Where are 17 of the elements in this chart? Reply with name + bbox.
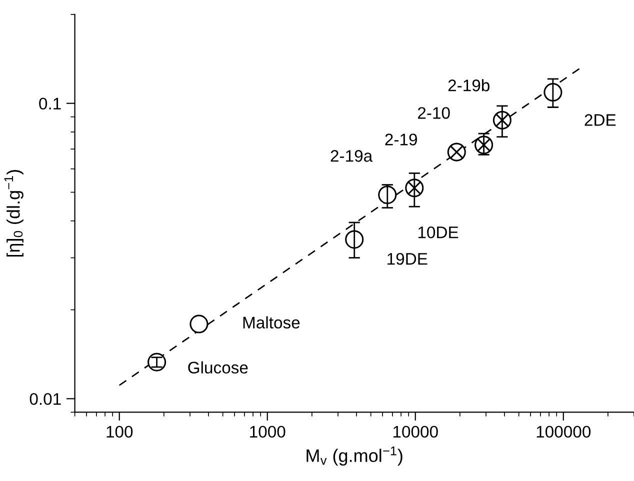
annotation: Maltose <box>243 316 300 328</box>
x-tick-label: 100 <box>106 426 133 438</box>
annotation: 10DE <box>418 226 458 238</box>
annotation: 19DE <box>388 252 428 265</box>
x-tick-label: 1000 <box>250 426 286 438</box>
x-tick-label: 100000 <box>536 426 591 438</box>
y-tick-label: 0.01 <box>30 393 61 405</box>
x-tick-label: 10000 <box>393 426 438 438</box>
y-axis-title: [η]$_{0}$ (dl.g$^{−1}$) <box>4 170 24 257</box>
annotation: 2-19 <box>385 134 417 146</box>
x-axis-title: M$_{v}$ (g.mol$^{−1}$) <box>306 446 402 466</box>
annotation: Glucose <box>188 361 248 374</box>
annotation: 2DE <box>584 114 616 126</box>
annotation: 2-10 <box>418 107 450 119</box>
annotation: 2-19a <box>330 150 373 162</box>
y-tick-label: 0.1 <box>39 98 61 110</box>
annotation: 2-19b <box>448 79 490 92</box>
